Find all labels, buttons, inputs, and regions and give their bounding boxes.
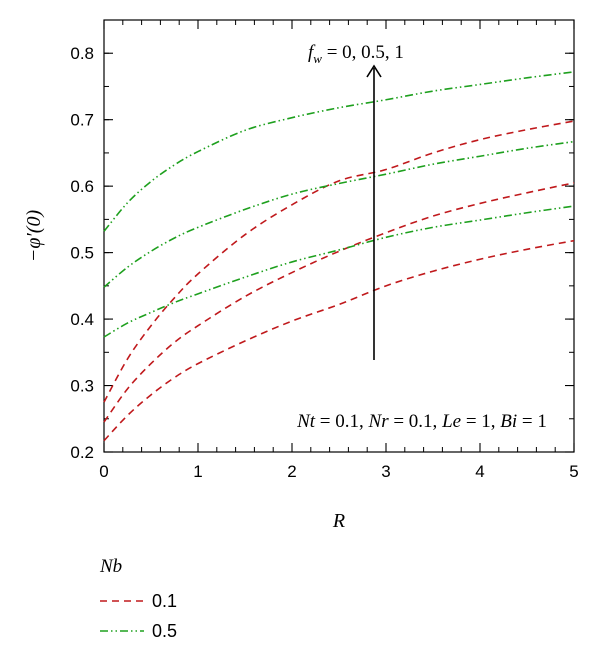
series-line-nb-0.5-fw-1 — [103, 71, 575, 232]
x-tick-label: 1 — [193, 462, 202, 481]
y-tick-label: 0.4 — [70, 310, 94, 329]
series-line-nb-0.5-fw-0.5 — [103, 140, 575, 288]
legend: Nb 0.1 0.5 — [100, 556, 177, 646]
legend-entry-nb-0.1: 0.1 — [100, 586, 177, 616]
y-tick-label: 0.3 — [70, 377, 94, 396]
fw-annotation: fw = 0, 0.5, 1 — [308, 42, 404, 66]
legend-swatch-dashdotdot — [100, 630, 144, 632]
x-tick-label: 2 — [287, 462, 296, 481]
x-tick-label: 3 — [381, 462, 390, 481]
y-axis-label: −φ′(0) — [23, 210, 45, 263]
y-tick-label: 0.7 — [70, 111, 94, 130]
series-lines — [103, 71, 575, 442]
ticks: 0 1 2 3 4 5 0.2 0.3 0.4 0.5 0.6 0.7 0.8 — [70, 19, 579, 481]
legend-label: 0.5 — [152, 620, 178, 641]
plot-frame — [103, 19, 575, 453]
x-tick-label: 4 — [475, 462, 484, 481]
y-tick-label: 0.6 — [70, 177, 94, 196]
line-chart: 0 1 2 3 4 5 0.2 0.3 0.4 0.5 0.6 0.7 0.8 fw = 0, 0.5,… — [23, 19, 579, 532]
y-tick-label: 0.2 — [70, 443, 94, 462]
legend-label: 0.1 — [152, 590, 178, 611]
params-annotation: Nt = 0.1, Nr = 0.1, Le = 1, Bi = 1 — [296, 411, 547, 432]
x-tick-label: 5 — [569, 462, 578, 481]
series-line-nb-0.1-fw-0.5 — [103, 182, 575, 423]
legend-entry-nb-0.5: 0.5 — [100, 616, 177, 646]
series-line-nb-0.1-fw-1 — [103, 120, 575, 403]
series-line-nb-0.5-fw-0 — [103, 205, 575, 338]
y-tick-label: 0.8 — [70, 44, 94, 63]
legend-swatch-dashed — [100, 600, 144, 602]
x-tick-label: 0 — [99, 462, 108, 481]
x-axis-label: R — [332, 510, 345, 532]
series-line-nb-0.1-fw-0 — [103, 239, 575, 442]
y-tick-label: 0.5 — [70, 244, 94, 263]
fw-arrowhead — [366, 64, 382, 78]
legend-title: Nb — [100, 556, 123, 577]
